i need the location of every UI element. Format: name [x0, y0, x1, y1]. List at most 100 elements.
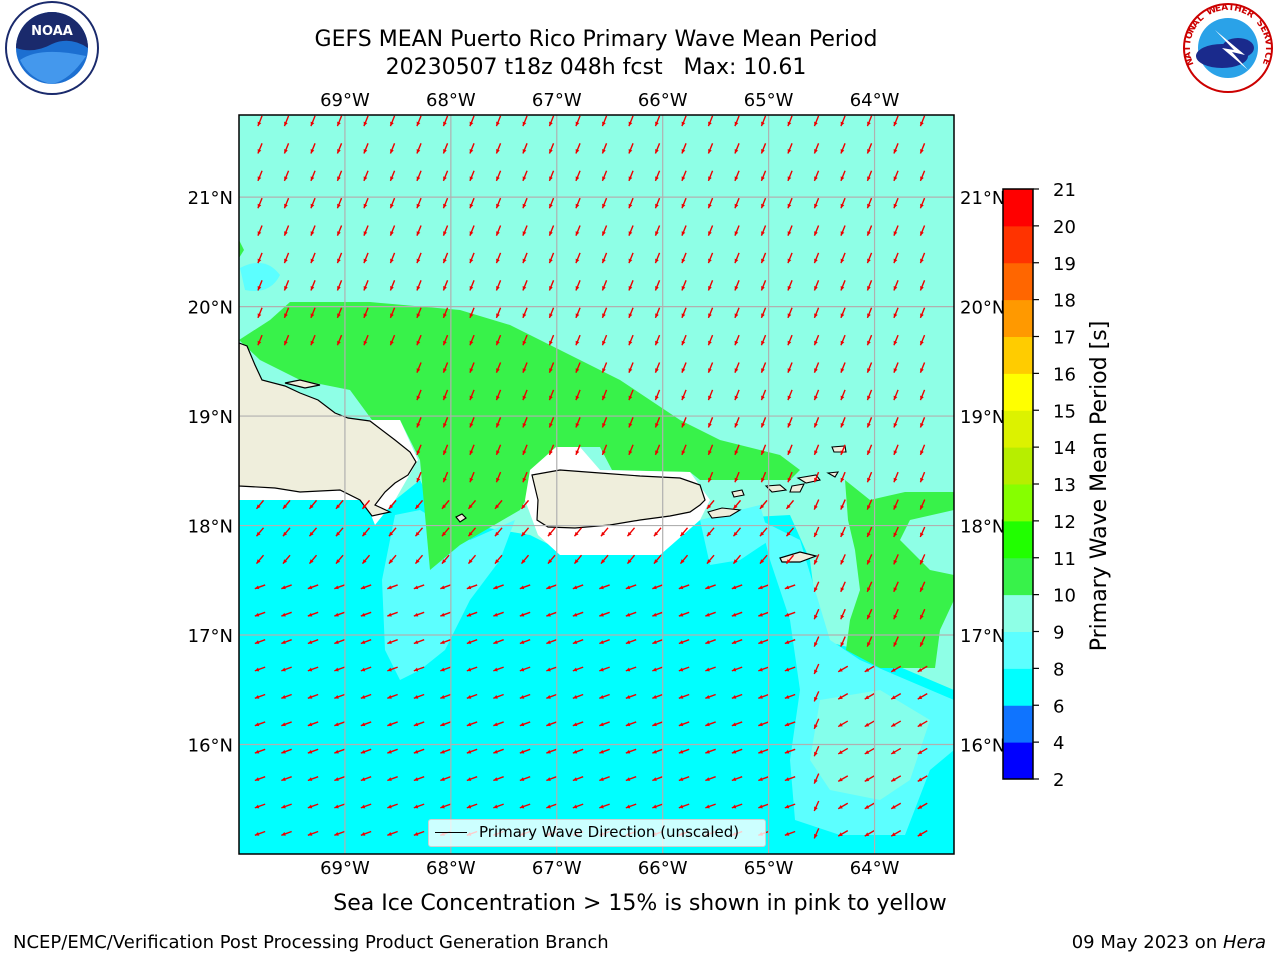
- wave-arrow: [652, 693, 663, 699]
- colorbar-segment: [1003, 299, 1033, 337]
- colorbar-segment: [1003, 262, 1033, 301]
- colorbar-tick-label: 8: [1053, 659, 1064, 680]
- wave-arrow: [813, 691, 820, 702]
- wave-arrow: [360, 776, 372, 782]
- colorbar-segment: [1003, 336, 1033, 374]
- wave-arrow: [441, 499, 450, 510]
- wave-arrow: [520, 527, 530, 537]
- wave-arrow: [601, 197, 608, 209]
- colorbar-segment: [1003, 705, 1033, 743]
- wave-arrow: [599, 611, 610, 617]
- lon-tick-label: 64°W: [850, 858, 900, 879]
- wave-arrow: [813, 280, 820, 291]
- wave-arrow: [654, 334, 661, 346]
- wave-arrow: [599, 584, 610, 590]
- wave-arrow: [363, 143, 369, 154]
- wave-arrow: [919, 307, 926, 319]
- wave-arrow: [389, 307, 396, 319]
- wave-arrow: [734, 143, 740, 154]
- wave-arrow: [413, 803, 425, 809]
- wave-arrow: [519, 748, 531, 754]
- wave-arrow: [494, 499, 503, 510]
- wave-arrow: [493, 748, 504, 754]
- wave-arrow: [414, 554, 424, 565]
- svg-text:E: E: [1258, 24, 1270, 34]
- wave-arrow: [866, 444, 873, 456]
- wave-arrow: [548, 307, 555, 319]
- wave-arrow: [307, 830, 319, 836]
- colorbar-segment: [1003, 631, 1033, 669]
- wave-arrow: [469, 334, 475, 346]
- wave-arrow: [442, 471, 449, 483]
- wave-arrow: [363, 280, 369, 291]
- wave-arrow: [840, 280, 846, 291]
- wave-arrow: [652, 721, 663, 727]
- axis-tick-labels: 69°W 69°W 68°W 68°W 67°W 67°W 66°W 66°W 65°W 65°W…: [188, 90, 1006, 879]
- wave-arrow: [469, 280, 475, 291]
- wave-arrow: [416, 170, 422, 182]
- wave-arrow: [308, 499, 318, 510]
- wave-arrow: [917, 830, 928, 837]
- wave-arrow: [547, 554, 556, 565]
- wave-arrow: [784, 584, 796, 590]
- wave-arrow: [389, 170, 396, 182]
- wave-arrow: [281, 830, 292, 836]
- wave-arrow: [654, 143, 661, 154]
- wave-arrow: [254, 611, 266, 617]
- svg-text:A: A: [1190, 18, 1202, 30]
- wave-arrow: [495, 197, 502, 209]
- svg-text:T: T: [1183, 45, 1193, 52]
- wave-arrow: [654, 252, 661, 264]
- wave-arrow: [760, 362, 767, 373]
- wave-arrow: [813, 663, 820, 675]
- wave-arrow: [281, 611, 292, 617]
- wave-arrow: [416, 280, 422, 291]
- lat-tick-label: 19°N: [960, 407, 1005, 428]
- chart-title: GEFS MEAN Puerto Rico Primary Wave Mean …: [314, 27, 878, 52]
- wave-arrow: [336, 225, 343, 236]
- wave-arrow: [758, 776, 769, 782]
- wave-arrow: [760, 143, 767, 154]
- wave-arrow: [784, 776, 796, 782]
- wave-arrow: [813, 718, 820, 730]
- wave-arrow: [283, 170, 290, 182]
- wave-arrow: [707, 252, 714, 264]
- wave-arrow: [813, 252, 820, 264]
- wave-arrow: [813, 499, 820, 510]
- land-anguilla: [826, 471, 840, 478]
- wave-arrow: [440, 639, 451, 645]
- svg-text:T: T: [1228, 3, 1236, 14]
- wave-arrow: [919, 334, 926, 346]
- wave-arrow: [416, 252, 422, 264]
- wave-arrow: [336, 280, 343, 291]
- wave-arrow: [652, 776, 663, 782]
- wave-arrow: [731, 693, 743, 699]
- legend-label: Primary Wave Direction (unscaled): [479, 823, 740, 841]
- wave-arrow: [441, 554, 450, 565]
- wave-arrow: [628, 389, 634, 401]
- wave-arrow: [760, 417, 767, 428]
- wave-arrow: [334, 611, 345, 617]
- wave-arrow: [893, 444, 899, 456]
- wave-arrow: [919, 197, 926, 209]
- colorbar-segment: [1003, 668, 1033, 706]
- wave-arrow: [787, 307, 793, 319]
- wave-arrow: [813, 526, 820, 538]
- wave-arrow: [307, 639, 319, 645]
- wave-arrow: [625, 693, 637, 699]
- wave-arrow: [785, 554, 795, 565]
- wave-arrow: [388, 554, 397, 565]
- wave-arrow: [360, 830, 372, 836]
- wave-arrow: [734, 444, 740, 456]
- noaa-logo: NOAA: [5, 1, 99, 95]
- colorbar-tick-label: 10: [1053, 586, 1076, 607]
- wave-arrow: [519, 584, 531, 590]
- wave-arrow: [572, 776, 584, 782]
- wave-arrow: [813, 389, 820, 401]
- wave-arrow: [389, 197, 396, 209]
- wave-arrow: [707, 115, 714, 127]
- wave-arrow: [919, 581, 926, 593]
- wave-arrow: [732, 554, 742, 565]
- wave-arrow: [893, 636, 899, 647]
- wave-arrow: [522, 143, 528, 154]
